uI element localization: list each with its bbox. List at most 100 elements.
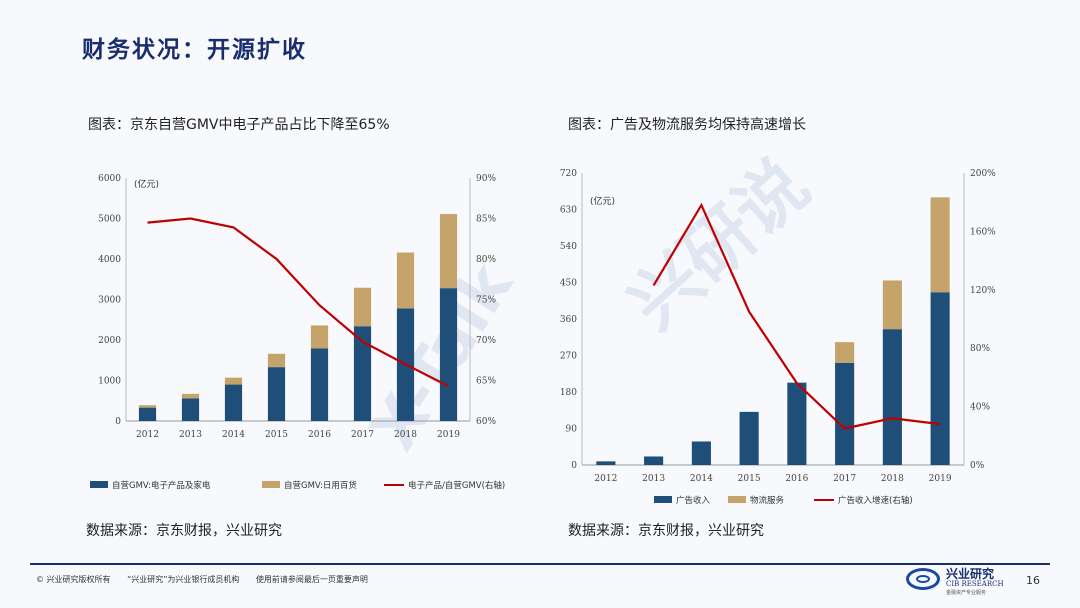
cib-research-logo: 兴业研究 CIB RESEARCH 金融资产专业服务 — [906, 565, 1016, 596]
y-tick-label-left-8: 720 — [560, 169, 577, 179]
y-tick-label-right-5: 200% — [970, 169, 996, 179]
bar-primary-2017 — [835, 362, 855, 465]
y-tick-label-right-4: 80% — [476, 255, 496, 265]
bar-primary-2012 — [596, 461, 616, 465]
y-tick-label-left-6: 540 — [560, 242, 577, 252]
bar-secondary-2016 — [310, 325, 329, 349]
x-tick-label-2016: 2016 — [308, 430, 331, 440]
y-unit-label: (亿元) — [590, 195, 615, 207]
footer-copyright: © 兴业研究版权所有 — [36, 575, 111, 584]
bar-primary-2019 — [930, 292, 950, 465]
bar-secondary-2017 — [835, 342, 855, 363]
legend-label-1: 物流服务 — [750, 495, 785, 506]
bar-secondary-2018 — [396, 252, 415, 309]
x-tick-label-2017: 2017 — [351, 430, 374, 440]
x-tick-label-2015: 2015 — [265, 430, 288, 440]
x-tick-label-2013: 2013 — [179, 430, 202, 440]
bar-primary-2015 — [739, 411, 759, 465]
footer: © 兴业研究版权所有 “兴业研究”为兴业银行成员机构 使用前请参阅最后一页重要声… — [36, 574, 382, 585]
footer-note-2: 使用前请参阅最后一页重要声明 — [255, 575, 368, 584]
x-tick-label-2018: 2018 — [881, 474, 904, 484]
logo-main-text: 兴业研究 — [946, 567, 995, 581]
legend-label-0: 自营GMV:电子产品及家电 — [112, 480, 211, 491]
y-tick-label-right-2: 80% — [970, 344, 990, 354]
y-tick-label-left-5: 5000 — [98, 215, 121, 225]
chart2-title: 图表：广告及物流服务均保持高速增长 — [568, 117, 806, 133]
logo-sub-text: CIB RESEARCH — [946, 580, 1004, 588]
y-tick-label-left-0: 0 — [571, 461, 577, 471]
y-tick-label-left-4: 4000 — [98, 255, 121, 265]
chart1-source: 数据来源：京东财报，兴业研究 — [86, 523, 282, 539]
legend-label-1: 自营GMV:日用百货 — [284, 480, 357, 491]
legend-swatch-1 — [262, 481, 280, 488]
legend-swatch-1 — [728, 496, 746, 503]
y-tick-label-left-3: 270 — [560, 352, 577, 362]
x-tick-label-2015: 2015 — [738, 474, 761, 484]
y-tick-label-left-2: 180 — [560, 388, 577, 398]
x-tick-label-2019: 2019 — [437, 430, 460, 440]
bar-primary-2015 — [267, 367, 286, 421]
bar-primary-2013 — [644, 456, 664, 465]
x-tick-label-2019: 2019 — [929, 474, 952, 484]
y-tick-label-left-4: 360 — [560, 315, 577, 325]
y-tick-label-left-2: 2000 — [98, 336, 121, 346]
bar-primary-2014 — [691, 441, 711, 465]
y-tick-label-right-3: 120% — [970, 286, 996, 296]
x-tick-label-2013: 2013 — [642, 474, 665, 484]
y-tick-label-left-5: 450 — [560, 279, 577, 289]
y-tick-label-right-1: 65% — [476, 377, 496, 387]
legend-label-2: 电子产品/自营GMV(右轴) — [408, 480, 505, 491]
legend-label-0: 广告收入 — [676, 495, 711, 506]
x-tick-label-2012: 2012 — [594, 474, 617, 484]
x-tick-label-2014: 2014 — [690, 474, 713, 484]
y-tick-label-right-4: 160% — [970, 227, 996, 237]
bar-primary-2013 — [181, 398, 200, 421]
legend-label-2: 广告收入增速(右轴) — [838, 495, 913, 506]
y-tick-label-right-2: 70% — [476, 336, 496, 346]
bar-secondary-2012 — [138, 405, 157, 408]
y-tick-label-right-5: 85% — [476, 215, 496, 225]
chart-ad-logistics-revenue: 0 90 180 270 360 450 540 630 720 0% 40% 80% 120% 160%… — [560, 169, 996, 506]
bar-primary-2016 — [310, 348, 329, 421]
y-tick-label-right-1: 40% — [970, 403, 990, 413]
x-tick-label-2017: 2017 — [833, 474, 856, 484]
bar-primary-2014 — [224, 384, 243, 421]
bar-primary-2017 — [353, 326, 372, 421]
x-tick-label-2016: 2016 — [785, 474, 808, 484]
bar-secondary-2013 — [181, 393, 200, 399]
y-tick-label-left-3: 3000 — [98, 296, 121, 306]
y-unit-label: (亿元) — [134, 178, 159, 190]
y-tick-label-right-3: 75% — [476, 296, 496, 306]
x-tick-label-2014: 2014 — [222, 430, 245, 440]
y-tick-label-left-0: 0 — [115, 417, 121, 427]
y-tick-label-left-7: 630 — [560, 206, 577, 216]
page-title: 财务状况：开源扩收 — [82, 37, 307, 63]
bar-secondary-2019 — [930, 197, 950, 293]
page-number: 16 — [1026, 574, 1040, 587]
bar-secondary-2017 — [353, 287, 372, 327]
bar-secondary-2018 — [882, 280, 902, 330]
bar-primary-2018 — [882, 329, 902, 465]
y-tick-label-right-0: 60% — [476, 417, 496, 427]
chart-gmv-composition: 0 1000 2000 3000 4000 5000 6000 60% 65% 70% 75% 80%… — [90, 174, 505, 491]
line-series-right-axis — [147, 217, 449, 388]
bar-secondary-2019 — [439, 214, 458, 289]
logo-tagline: 金融资产专业服务 — [946, 590, 987, 596]
footer-note-1: “兴业研究”为兴业银行成员机构 — [127, 575, 240, 584]
x-tick-label-2018: 2018 — [394, 430, 417, 440]
line-series-right-axis — [652, 202, 941, 430]
bar-secondary-2014 — [224, 377, 243, 385]
cib-logo-icon — [906, 568, 940, 590]
y-tick-label-right-0: 0% — [970, 461, 985, 471]
bar-primary-2016 — [787, 382, 807, 465]
bar-primary-2019 — [439, 288, 458, 421]
bar-secondary-2015 — [267, 353, 286, 368]
x-tick-label-2012: 2012 — [136, 430, 159, 440]
chart1-title: 图表：京东自营GMV中电子产品占比下降至65% — [88, 117, 390, 133]
y-tick-label-left-6: 6000 — [98, 174, 121, 184]
y-tick-label-left-1: 1000 — [98, 377, 121, 387]
legend-swatch-0 — [90, 481, 108, 488]
chart2-source: 数据来源：京东财报，兴业研究 — [568, 523, 764, 539]
footer-divider — [30, 563, 1050, 565]
y-tick-label-left-1: 90 — [566, 425, 578, 435]
